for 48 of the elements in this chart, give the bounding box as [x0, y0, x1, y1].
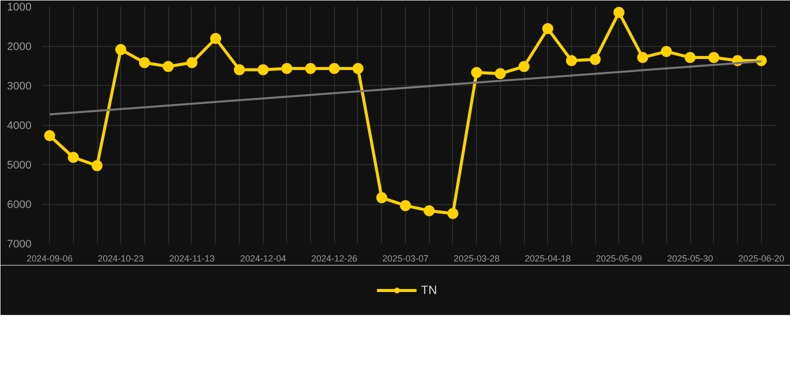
- point: [281, 63, 292, 74]
- point: [328, 63, 340, 74]
- y-tick-label: 4000: [7, 120, 32, 132]
- point: [162, 61, 174, 72]
- point: [400, 200, 411, 212]
- x-tick-label: 2025-05-09: [596, 254, 642, 264]
- x-tick-label: 2025-05-30: [667, 254, 714, 264]
- point: [684, 52, 696, 63]
- point: [258, 64, 269, 76]
- point: [566, 55, 577, 66]
- x-tick-label: 2024-12-26: [311, 254, 358, 264]
- point: [186, 57, 198, 68]
- y-tick-label: 5000: [7, 160, 32, 172]
- point: [234, 64, 245, 76]
- x-tick-label: 2025-03-07: [382, 254, 428, 264]
- x-tick-label: 2024-12-04: [240, 254, 286, 264]
- point: [518, 61, 530, 72]
- y-tick-label: 1000: [7, 2, 32, 14]
- point: [424, 205, 435, 216]
- x-tick-label: 2024-09-06: [26, 254, 73, 264]
- point: [139, 57, 150, 68]
- point: [376, 192, 388, 204]
- x-tick-label: 2025-06-20: [738, 254, 784, 264]
- point: [660, 46, 672, 58]
- point: [447, 208, 458, 219]
- point: [352, 63, 364, 74]
- point: [590, 54, 601, 65]
- x-tick-label: 2024-10-23: [98, 254, 144, 264]
- point: [494, 68, 506, 80]
- point: [68, 152, 79, 163]
- y-tick-label: 2000: [7, 41, 32, 53]
- y-tick-label: 7000: [7, 238, 32, 250]
- x-tick-label: 2024-11-13: [169, 254, 215, 264]
- y-tick-label: 6000: [7, 199, 32, 211]
- point: [210, 33, 222, 44]
- point: [44, 130, 56, 142]
- point: [708, 52, 720, 63]
- x-tick-label: 2025-03-28: [454, 254, 500, 264]
- x-tick-label: 2025-04-18: [524, 254, 571, 264]
- y-tick-label: 3000: [7, 80, 32, 92]
- point: [613, 6, 624, 18]
- point: [115, 44, 126, 56]
- point: [542, 23, 554, 34]
- point: [637, 52, 648, 63]
- point: [92, 160, 103, 172]
- legend-label: TN: [421, 283, 438, 297]
- point: [471, 66, 482, 78]
- point: [305, 63, 316, 74]
